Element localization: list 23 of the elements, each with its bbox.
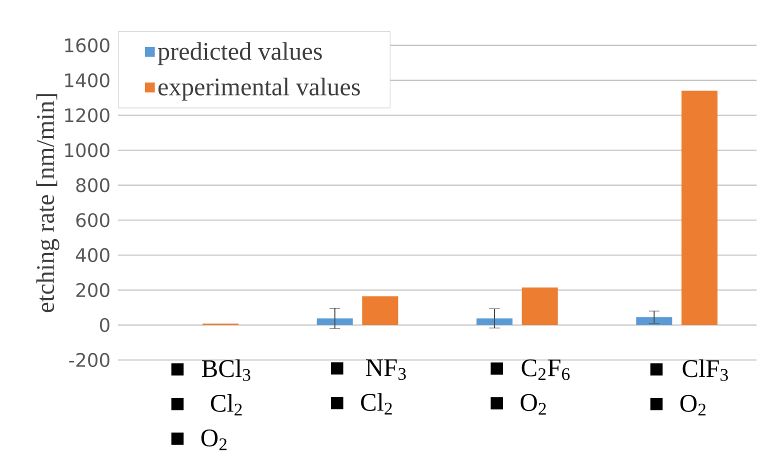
y-tick-label: 600 xyxy=(76,213,110,228)
bar xyxy=(476,318,512,326)
y-tick-label: 1600 xyxy=(65,38,110,52)
y-tick-label: 200 xyxy=(76,283,110,298)
y-axis-title: etching rate [nm/min] xyxy=(36,94,60,312)
y-tick-label: 0 xyxy=(100,318,110,332)
y-tick-label: 800 xyxy=(76,178,110,192)
x-tick-label: ■ NF$_{3}$ ■ Cl$_{2}$ xyxy=(331,359,406,414)
bar xyxy=(362,296,398,326)
y-tick-label: 1000 xyxy=(65,143,110,158)
legend-label: predicted values xyxy=(158,42,322,66)
y-tick-label: 400 xyxy=(76,248,110,262)
y-tick-label: -200 xyxy=(69,352,110,368)
bar xyxy=(522,287,558,326)
y-tick-label: 1200 xyxy=(65,108,110,122)
category-label: ■ C$_{2}$F$_{6}$ ■ O$_{2}$ xyxy=(490,359,570,415)
bar xyxy=(636,317,672,326)
category-label: ■ ClF$_{3}$ ■ O$_{2}$ xyxy=(650,359,728,416)
legend-label: experimental values xyxy=(158,78,360,101)
y-tick-label: 1400 xyxy=(65,73,110,88)
bar xyxy=(316,318,353,326)
bar xyxy=(682,90,718,326)
category-label: ■ BCl$_{3}$ ■ Cl$_{2}$ ■ O$_{2}$ xyxy=(171,359,250,450)
